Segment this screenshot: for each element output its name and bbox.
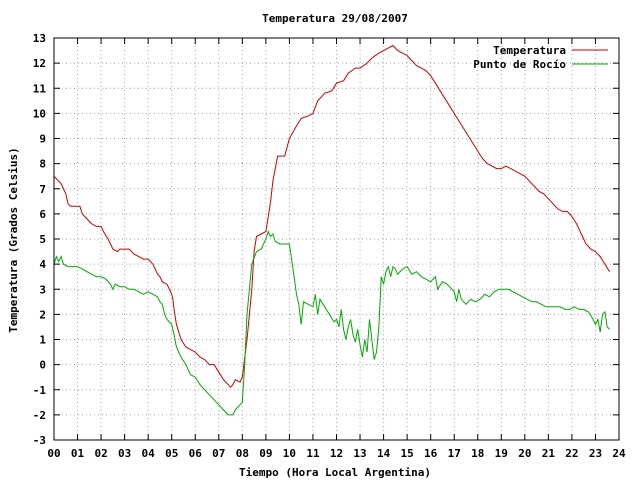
x-tick-label: 00 xyxy=(47,447,60,460)
plot-frame xyxy=(53,37,620,441)
x-tick-label: 07 xyxy=(212,447,225,460)
legend-label: Punto de Rocío xyxy=(473,58,566,71)
x-tick-label: 09 xyxy=(259,447,272,460)
x-tick-label: 03 xyxy=(118,447,131,460)
x-tick-label: 01 xyxy=(71,447,85,460)
x-tick-label: 15 xyxy=(401,447,414,460)
x-tick-label: 18 xyxy=(471,447,484,460)
series-line-1 xyxy=(53,44,611,388)
x-tick-label: 19 xyxy=(495,447,508,460)
x-axis-label: Tiempo (Hora Local Argentina) xyxy=(239,466,431,479)
y-tick-label: 10 xyxy=(33,107,46,120)
y-tick-label: -2 xyxy=(33,409,46,422)
chart-title: Temperatura 29/08/2007 xyxy=(262,12,408,25)
y-tick-label: 1 xyxy=(39,334,46,347)
y-tick-label: 12 xyxy=(33,57,46,70)
y-axis-label: Temperatura (Grados Celsius) xyxy=(7,147,20,332)
y-tick-label: 2 xyxy=(39,308,46,321)
x-tick-label: 02 xyxy=(94,447,107,460)
x-tick-label: 17 xyxy=(448,447,461,460)
x-tick-label: 20 xyxy=(518,447,531,460)
x-tick-label: 04 xyxy=(142,447,156,460)
y-tick-label: -1 xyxy=(33,384,47,397)
x-axis: 00 01 02 03 04 05 06 07 08 09 10 11 12 13 14 15 16 17 18 19… xyxy=(47,38,626,460)
x-tick-label: 21 xyxy=(542,447,556,460)
x-tick-label: 24 xyxy=(612,447,626,460)
series-line-2 xyxy=(53,230,610,416)
y-tick-label: 5 xyxy=(39,233,46,246)
grid-lines xyxy=(54,38,619,440)
y-tick-label: 0 xyxy=(39,359,46,372)
y-tick-label: 13 xyxy=(33,32,46,45)
x-tick-label: 14 xyxy=(377,447,391,460)
y-tick-label: 6 xyxy=(39,208,46,221)
y-tick-label: 8 xyxy=(39,158,46,171)
x-tick-label: 10 xyxy=(283,447,296,460)
x-tick-label: 08 xyxy=(236,447,249,460)
legend-label: Temperatura xyxy=(493,44,566,57)
y-tick-label: -3 xyxy=(33,434,46,447)
x-tick-label: 23 xyxy=(589,447,602,460)
series-layer xyxy=(53,44,611,416)
y-tick-label: 7 xyxy=(39,183,46,196)
y-tick-label: 4 xyxy=(39,258,46,271)
x-tick-label: 05 xyxy=(165,447,178,460)
x-tick-label: 11 xyxy=(306,447,320,460)
y-tick-label: 11 xyxy=(33,82,47,95)
x-tick-label: 16 xyxy=(424,447,438,460)
y-tick-label: 3 xyxy=(39,283,46,296)
y-tick-label: 9 xyxy=(39,133,46,146)
x-tick-label: 13 xyxy=(353,447,366,460)
x-tick-label: 06 xyxy=(189,447,203,460)
x-tick-label: 12 xyxy=(330,447,343,460)
x-tick-label: 22 xyxy=(565,447,578,460)
